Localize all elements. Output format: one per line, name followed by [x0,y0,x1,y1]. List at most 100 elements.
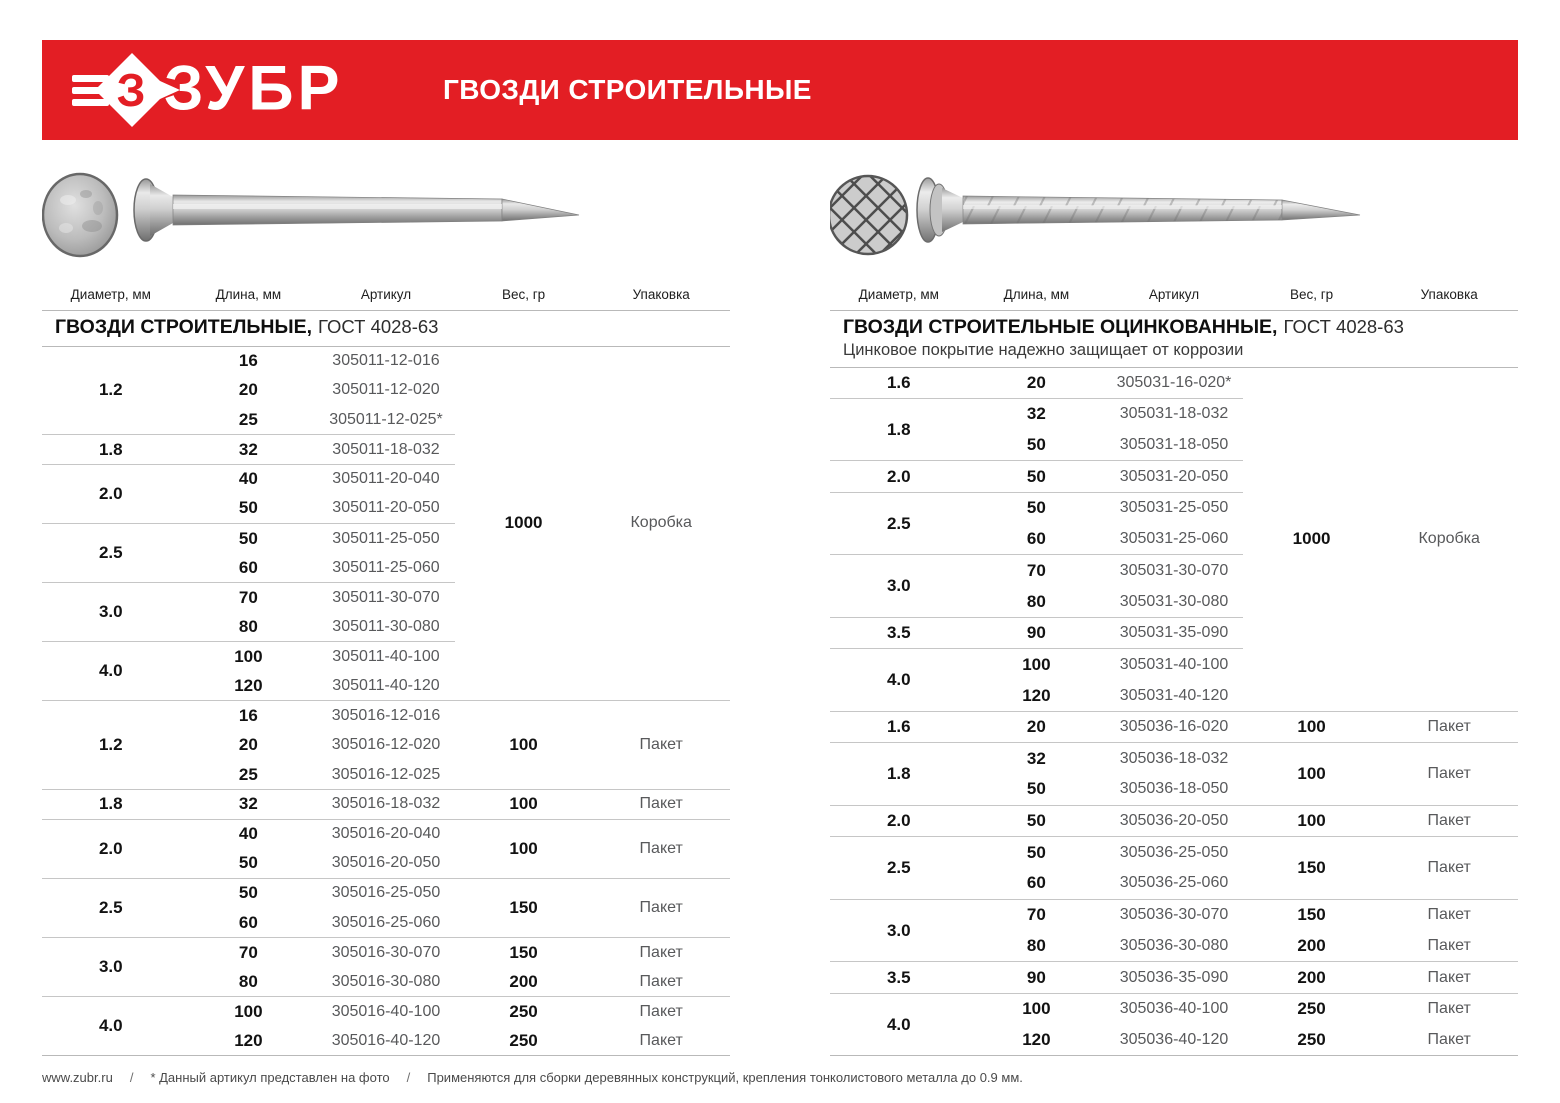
section-title-row: ГВОЗДИ СТРОИТЕЛЬНЫЕ ОЦИНКОВАННЫЕ, ГОСТ 40… [830,310,1518,368]
table-row: 4.0 100 305036-40-100 250 Пакет [830,992,1518,1056]
diameter-cell: 3.0 [830,898,968,962]
article-cell: 305036-40-100 [1105,992,1243,1025]
length-cell: 120 [234,1030,263,1050]
weight-cell: 100 [1242,804,1381,837]
package-cell: Пакет [1380,836,1518,900]
article-cell: 305011-12-025* [329,410,443,428]
construction-nail-photo [42,172,580,258]
weight-cell: 1000 [504,513,543,533]
length-cell: 50 [238,498,258,518]
weight-cell: 200 [1297,936,1326,956]
package-cell: Пакет [639,1031,683,1049]
length-cell: 90 [967,961,1106,994]
table-title: ГВОЗДИ СТРОИТЕЛЬНЫЕ ОЦИНКОВАННЫЕ, [843,315,1278,338]
diameter-cell: 1.8 [830,397,968,461]
site-url[interactable]: www.zubr.ru [42,1070,113,1085]
table-row: 1.8 32 305011-18-032 [42,434,730,465]
table-row: 1.6 20 305031-16-020* 1000 Коробка [830,367,1518,549]
article-cell: 305016-25-060 [331,913,441,931]
table-row: 4.0 100 305016-40-100 250 Пакет [42,996,730,1056]
article-cell: 305016-12-025 [331,765,441,783]
length-cell: 70 [179,582,318,613]
article-cell: 305016-12-020 [331,736,441,754]
article-cell: 305016-30-070 [317,937,455,968]
package-cell: Пакет [592,937,730,968]
column-header: Диаметр, мм [830,280,968,311]
package-cell: Пакет [1380,961,1518,994]
length-cell: 40 [179,463,318,494]
weight-cell: 150 [454,937,593,968]
table-row: 2.5 50 305036-25-050 150 Пакет [830,836,1518,900]
table-title-gost: ГОСТ 4028-63 [318,315,439,337]
weight-cell: 250 [1297,1029,1326,1049]
table-row: 2.0 50 305036-20-050 100 Пакет [830,804,1518,837]
length-cell: 50 [967,804,1106,837]
zubr-logo-icon: З [72,53,180,127]
length-cell: 20 [1026,372,1046,392]
column-header: Упаковка [592,280,730,311]
length-cell: 20 [238,380,258,400]
table-row: 2.5 50 305016-25-050 150 Пакет [42,877,730,938]
article-cell: 305031-25-060 [1119,529,1229,547]
weight-cell: 200 [1242,961,1381,994]
diameter-cell: 1.2 [42,700,180,790]
length-cell: 60 [238,912,258,932]
length-cell: 80 [238,616,258,636]
table-row: 4.0 100 305011-40-100 [42,641,730,701]
galvanized-nail-photo [830,174,1361,256]
column-header-row: Диаметр, мм Длина, мм Артикул Вес, гр Упаков… [830,280,1518,311]
table-row: 60 305031-25-060 [830,524,1518,555]
article-cell: 305031-16-020* [1116,373,1232,391]
package-cell: Коробка [630,514,692,532]
article-cell: 305036-25-060 [1119,874,1229,892]
package-cell: Пакет [1380,898,1518,931]
article-cell: 305036-16-020 [1105,710,1243,743]
nail-side-view [916,177,1361,243]
diameter-cell: 1.2 [98,380,123,400]
table-row: 3.0 70 305016-30-070 150 Пакет [42,937,730,997]
article-cell: 305016-25-050 [317,877,455,908]
article-cell: 305011-20-050 [332,499,440,517]
length-cell: 25 [238,764,258,784]
article-cell: 305011-12-016 [332,352,440,370]
table-subtitle: Цинковое покрытие надежно защищает от ко… [843,340,1244,359]
table-row: 3.0 70 305036-30-070 150 Пакет [830,898,1518,962]
weight-cell: 250 [509,1030,538,1050]
diameter-cell: 3.0 [830,554,968,618]
diameter-cell: 2.5 [42,877,180,938]
brand-name: ЗУБР [164,53,344,124]
page-title: ГВОЗДИ СТРОИТЕЛЬНЫЕ [443,74,812,105]
package-cell: Пакет [1427,937,1471,955]
table-row: 2.5 50 305031-25-050 [830,491,1518,555]
article-cell: 305016-20-050 [331,854,441,872]
article-cell: 305011-30-070 [317,582,455,613]
diameter-cell: 2.5 [830,836,968,900]
table-row: 1.8 32 305036-18-032 100 Пакет [830,742,1518,806]
length-cell: 70 [967,898,1106,931]
length-cell: 120 [1022,1029,1051,1049]
article-cell: 305036-20-050 [1105,804,1243,837]
footer-separator: / [129,1070,134,1085]
weight-cell: 100 [454,818,593,879]
footer: www.zubr.ru / * Данный артикул представл… [42,1070,1023,1085]
table-row: 120 305016-40-120 250 Пакет [42,1026,730,1056]
weight-cell: 150 [1242,836,1381,900]
length-cell: 120 [234,675,263,695]
article-cell: 305016-40-120 [331,1031,441,1049]
weight-cell: 100 [454,700,593,790]
diameter-cell: 1.6 [830,710,968,743]
diameter-cell: 2.0 [830,804,968,837]
package-cell: Пакет [1380,804,1518,837]
table-row: 3.0 70 305031-30-070 [830,554,1518,618]
column-header: Диаметр, мм [42,280,180,311]
length-cell: 16 [238,351,258,371]
article-cell: 305031-30-070 [1105,554,1243,587]
table-row: 1.2 16 305011-12-016 1000 Коробка [42,346,730,532]
length-cell: 90 [967,616,1106,649]
table-row: 120 305031-40-120 [830,680,1518,711]
diameter-cell: 2.5 [42,522,180,583]
package-cell: Пакет [1427,1030,1471,1048]
package-cell: Пакет [1380,710,1518,743]
article-cell: 305016-30-080 [331,972,441,990]
